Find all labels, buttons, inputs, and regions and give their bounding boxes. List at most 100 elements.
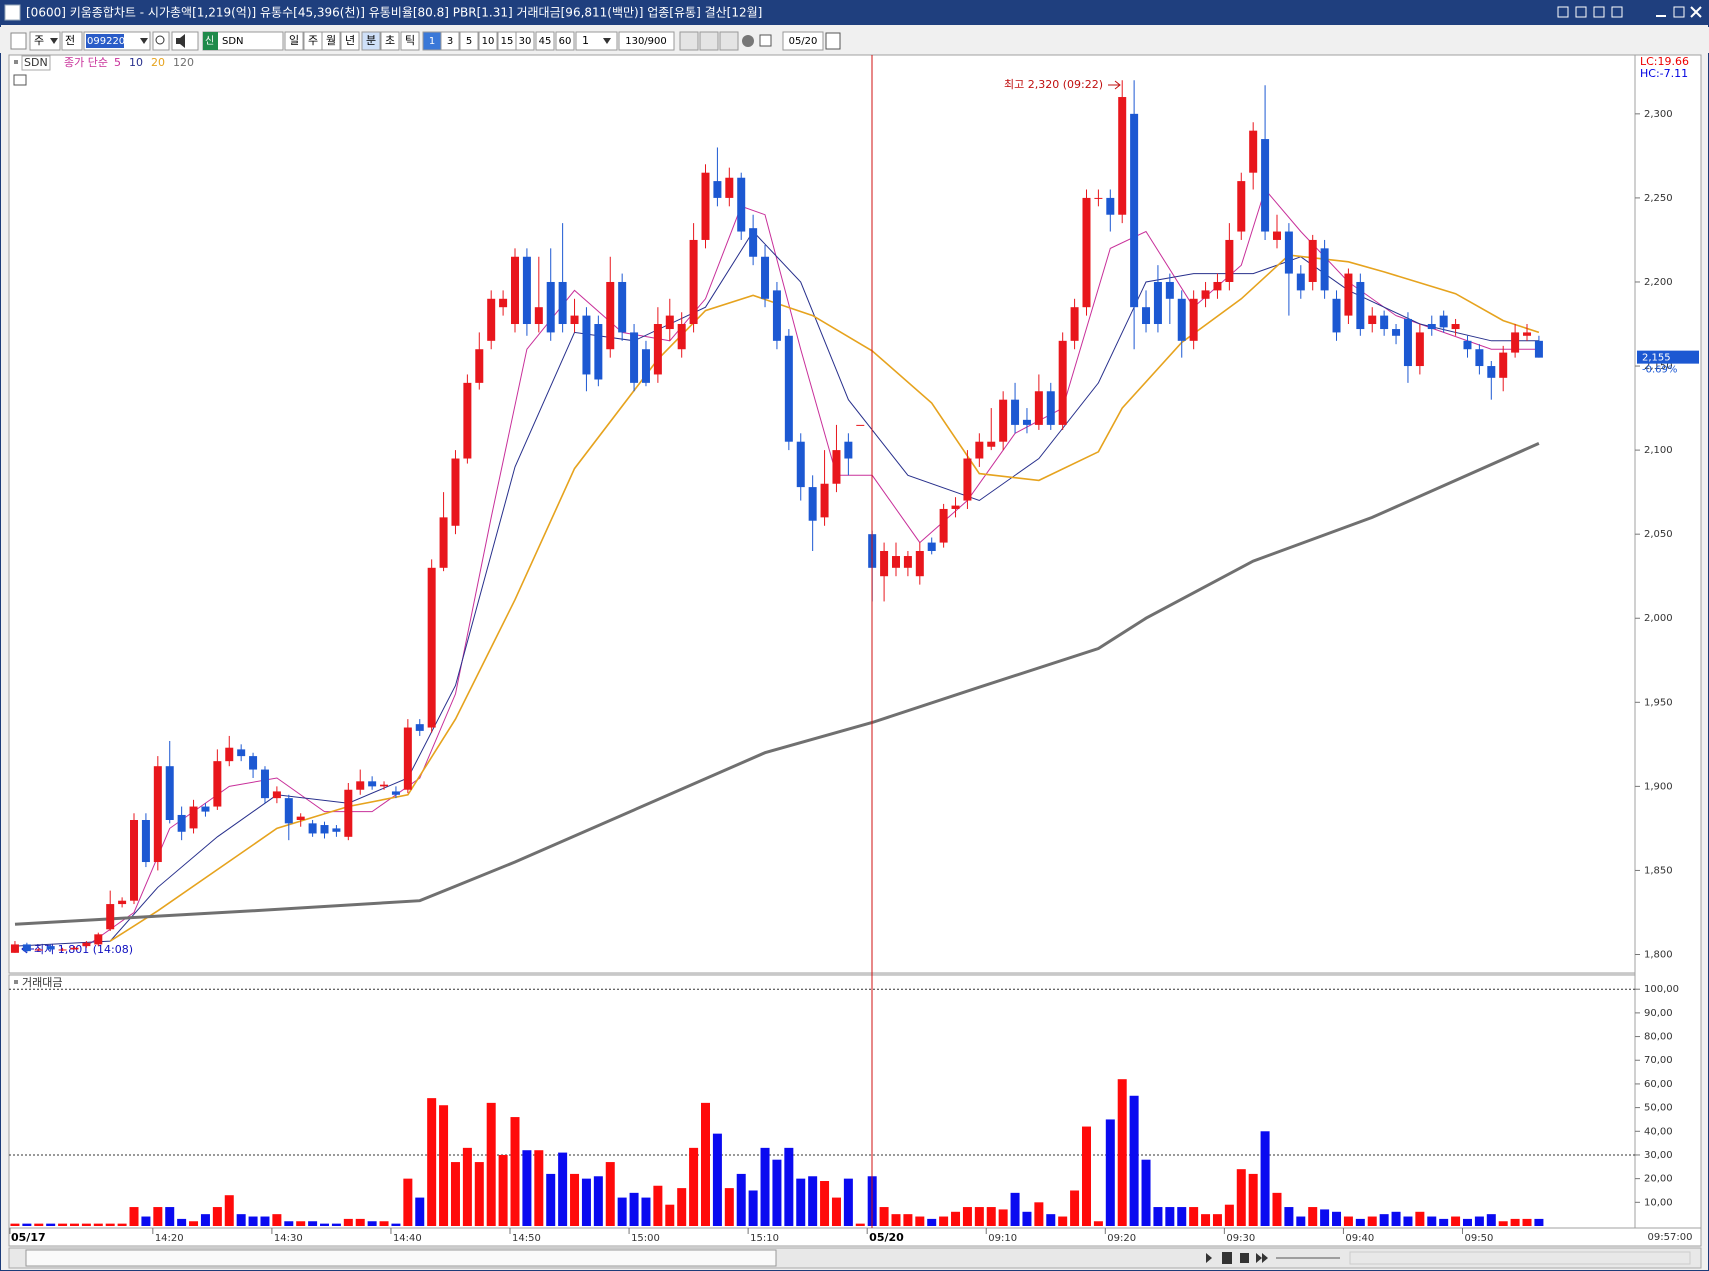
minute-label: 3 (447, 36, 453, 47)
volume-bar (820, 1181, 830, 1226)
tool-strip[interactable] (1349, 1251, 1691, 1265)
candle-body (856, 424, 865, 426)
volume-bar (450, 1162, 460, 1226)
scroll-button[interactable] (1206, 1253, 1212, 1263)
x-tick-label: 15:10 (750, 1233, 779, 1244)
candle-body (451, 458, 460, 526)
candle-body (1058, 340, 1067, 425)
volume-bar (629, 1192, 639, 1226)
candle-body (1106, 197, 1115, 215)
candle-body (1261, 139, 1270, 232)
prev: 전 (65, 34, 75, 47)
volume-tick-label: 30,00 (1644, 1150, 1673, 1161)
multiplier-box[interactable] (575, 31, 618, 51)
checkbox[interactable] (759, 34, 772, 47)
candle-body (903, 556, 912, 568)
search-button[interactable] (152, 31, 170, 51)
interval-button[interactable] (380, 31, 400, 51)
maximize[interactable] (1673, 6, 1685, 18)
scroll-button[interactable] (1222, 1252, 1232, 1264)
prev-box[interactable] (61, 31, 83, 51)
candle-body (1046, 391, 1055, 425)
legend-box (21, 55, 51, 71)
scroll-thumb[interactable] (25, 1249, 777, 1267)
count: 130/900 (625, 36, 667, 47)
hc: HC:-7.11 (1640, 67, 1688, 80)
volume-bar (915, 1216, 925, 1226)
grid-icon[interactable] (13, 74, 27, 86)
candle-body (558, 281, 567, 325)
volume-bar (581, 1178, 591, 1226)
candle-body (1463, 340, 1472, 350)
candle-body (915, 550, 924, 577)
volume-bar (177, 1218, 187, 1226)
volume-bar (439, 1105, 449, 1226)
candle-body (713, 181, 722, 198)
volume-bar (665, 1204, 675, 1226)
settings-button[interactable] (742, 35, 754, 47)
period-box[interactable] (29, 31, 61, 51)
candle-body (606, 281, 615, 350)
candle-body (1380, 315, 1389, 330)
candle-body (1534, 340, 1543, 358)
control-icon[interactable] (1611, 6, 1623, 18)
x-tick-label: 05/20 (869, 1231, 904, 1244)
volume-bar (1153, 1207, 1163, 1226)
close[interactable] (1690, 6, 1702, 18)
stock-name: SDN (222, 36, 244, 47)
interval-button[interactable] (340, 31, 360, 51)
volume-bar (1462, 1218, 1472, 1226)
volume-bar (593, 1176, 603, 1226)
minute-button[interactable] (440, 31, 460, 51)
candle-body (761, 256, 770, 299)
interval-label: 틱 (405, 34, 415, 47)
volume-bar (927, 1218, 937, 1226)
control-icon[interactable] (1593, 6, 1605, 18)
candle-body (820, 483, 829, 518)
volume-bar (236, 1214, 246, 1226)
interval-button[interactable] (321, 31, 341, 51)
scroll-button[interactable] (1256, 1253, 1268, 1263)
volume-bar (784, 1147, 794, 1226)
scrollbar[interactable] (8, 1247, 1702, 1269)
x-tick-label: 14:50 (512, 1233, 541, 1244)
volume-bar (427, 1098, 437, 1226)
minute-label: 60 (559, 36, 572, 47)
volume-bar (1474, 1216, 1484, 1226)
volume-bar (272, 1214, 282, 1226)
interval-button[interactable] (400, 31, 420, 51)
volume-bar (570, 1173, 580, 1226)
calendar-button[interactable] (825, 32, 841, 50)
date-box[interactable] (782, 31, 824, 51)
minute-button[interactable] (459, 31, 479, 51)
volume-bar (403, 1178, 413, 1226)
volume-bar (772, 1159, 782, 1226)
count-box[interactable] (618, 31, 675, 51)
interval-button[interactable] (361, 31, 381, 51)
toolbar-icon[interactable] (10, 32, 27, 50)
volume-bar (1046, 1214, 1056, 1226)
volume-bar (1272, 1192, 1282, 1226)
x-tick-label: 14:30 (274, 1233, 303, 1244)
candle-body (1165, 281, 1174, 299)
minute-button[interactable] (535, 31, 555, 51)
minute-button[interactable] (515, 31, 535, 51)
candle-body (118, 900, 127, 905)
volume-bar (510, 1117, 520, 1226)
control-icon[interactable] (1557, 6, 1569, 18)
tool-button[interactable] (699, 31, 719, 51)
volume-bar (1177, 1207, 1187, 1226)
dropdown-arrow (50, 38, 58, 44)
candle-body (308, 823, 317, 834)
y-tick-label: 2,050 (1644, 529, 1673, 540)
interval-button[interactable] (284, 31, 304, 51)
control-icon[interactable] (1575, 6, 1587, 18)
window-controls[interactable] (1557, 6, 1702, 18)
legend-ma-label: 종가 단순 (64, 56, 108, 69)
tool-button[interactable] (719, 31, 739, 51)
stop-button[interactable] (1240, 1253, 1249, 1263)
minute-button[interactable] (555, 31, 575, 51)
volume-bar (1355, 1218, 1365, 1226)
tool-button[interactable] (679, 31, 699, 51)
minute-button[interactable] (478, 31, 498, 51)
